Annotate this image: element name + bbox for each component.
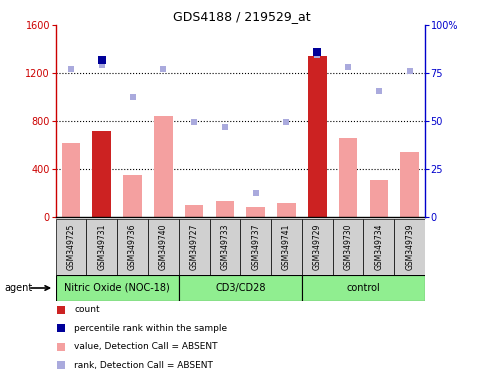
Text: GSM349737: GSM349737 bbox=[251, 223, 260, 270]
Text: GSM349739: GSM349739 bbox=[405, 223, 414, 270]
Text: GSM349740: GSM349740 bbox=[159, 223, 168, 270]
Text: GSM349727: GSM349727 bbox=[190, 223, 199, 270]
Text: Nitric Oxide (NOC-18): Nitric Oxide (NOC-18) bbox=[64, 283, 170, 293]
Bar bbox=[179, 275, 302, 301]
Text: GSM349733: GSM349733 bbox=[220, 223, 229, 270]
Text: GSM349736: GSM349736 bbox=[128, 223, 137, 270]
Bar bbox=[92, 131, 111, 217]
Bar bbox=[333, 219, 364, 275]
Bar bbox=[277, 203, 296, 217]
Text: GSM349734: GSM349734 bbox=[374, 223, 384, 270]
Text: percentile rank within the sample: percentile rank within the sample bbox=[74, 324, 227, 333]
Text: GSM349729: GSM349729 bbox=[313, 223, 322, 270]
Bar bbox=[123, 175, 142, 217]
Bar bbox=[364, 219, 394, 275]
Bar bbox=[56, 219, 86, 275]
Bar bbox=[117, 219, 148, 275]
Text: GSM349731: GSM349731 bbox=[97, 223, 106, 270]
Text: GSM349725: GSM349725 bbox=[67, 223, 75, 270]
Text: value, Detection Call = ABSENT: value, Detection Call = ABSENT bbox=[74, 343, 217, 351]
Bar bbox=[271, 219, 302, 275]
Bar bbox=[154, 116, 172, 217]
Bar bbox=[179, 219, 210, 275]
Bar bbox=[339, 138, 357, 217]
Text: CD3/CD28: CD3/CD28 bbox=[215, 283, 266, 293]
Bar bbox=[86, 219, 117, 275]
Bar bbox=[56, 275, 179, 301]
Text: GSM349741: GSM349741 bbox=[282, 223, 291, 270]
Bar bbox=[308, 56, 327, 217]
Text: GSM349730: GSM349730 bbox=[343, 223, 353, 270]
Text: agent: agent bbox=[5, 283, 33, 293]
Bar bbox=[400, 152, 419, 217]
Bar bbox=[369, 180, 388, 217]
Bar bbox=[394, 219, 425, 275]
Bar bbox=[210, 219, 240, 275]
Text: GDS4188 / 219529_at: GDS4188 / 219529_at bbox=[173, 10, 310, 23]
Bar bbox=[302, 275, 425, 301]
Bar bbox=[215, 201, 234, 217]
Bar bbox=[246, 207, 265, 217]
Bar bbox=[240, 219, 271, 275]
Text: count: count bbox=[74, 305, 99, 314]
Bar bbox=[185, 205, 203, 217]
Bar bbox=[148, 219, 179, 275]
Bar bbox=[62, 142, 80, 217]
Bar bbox=[302, 219, 333, 275]
Text: rank, Detection Call = ABSENT: rank, Detection Call = ABSENT bbox=[74, 361, 213, 370]
Text: control: control bbox=[347, 283, 380, 293]
